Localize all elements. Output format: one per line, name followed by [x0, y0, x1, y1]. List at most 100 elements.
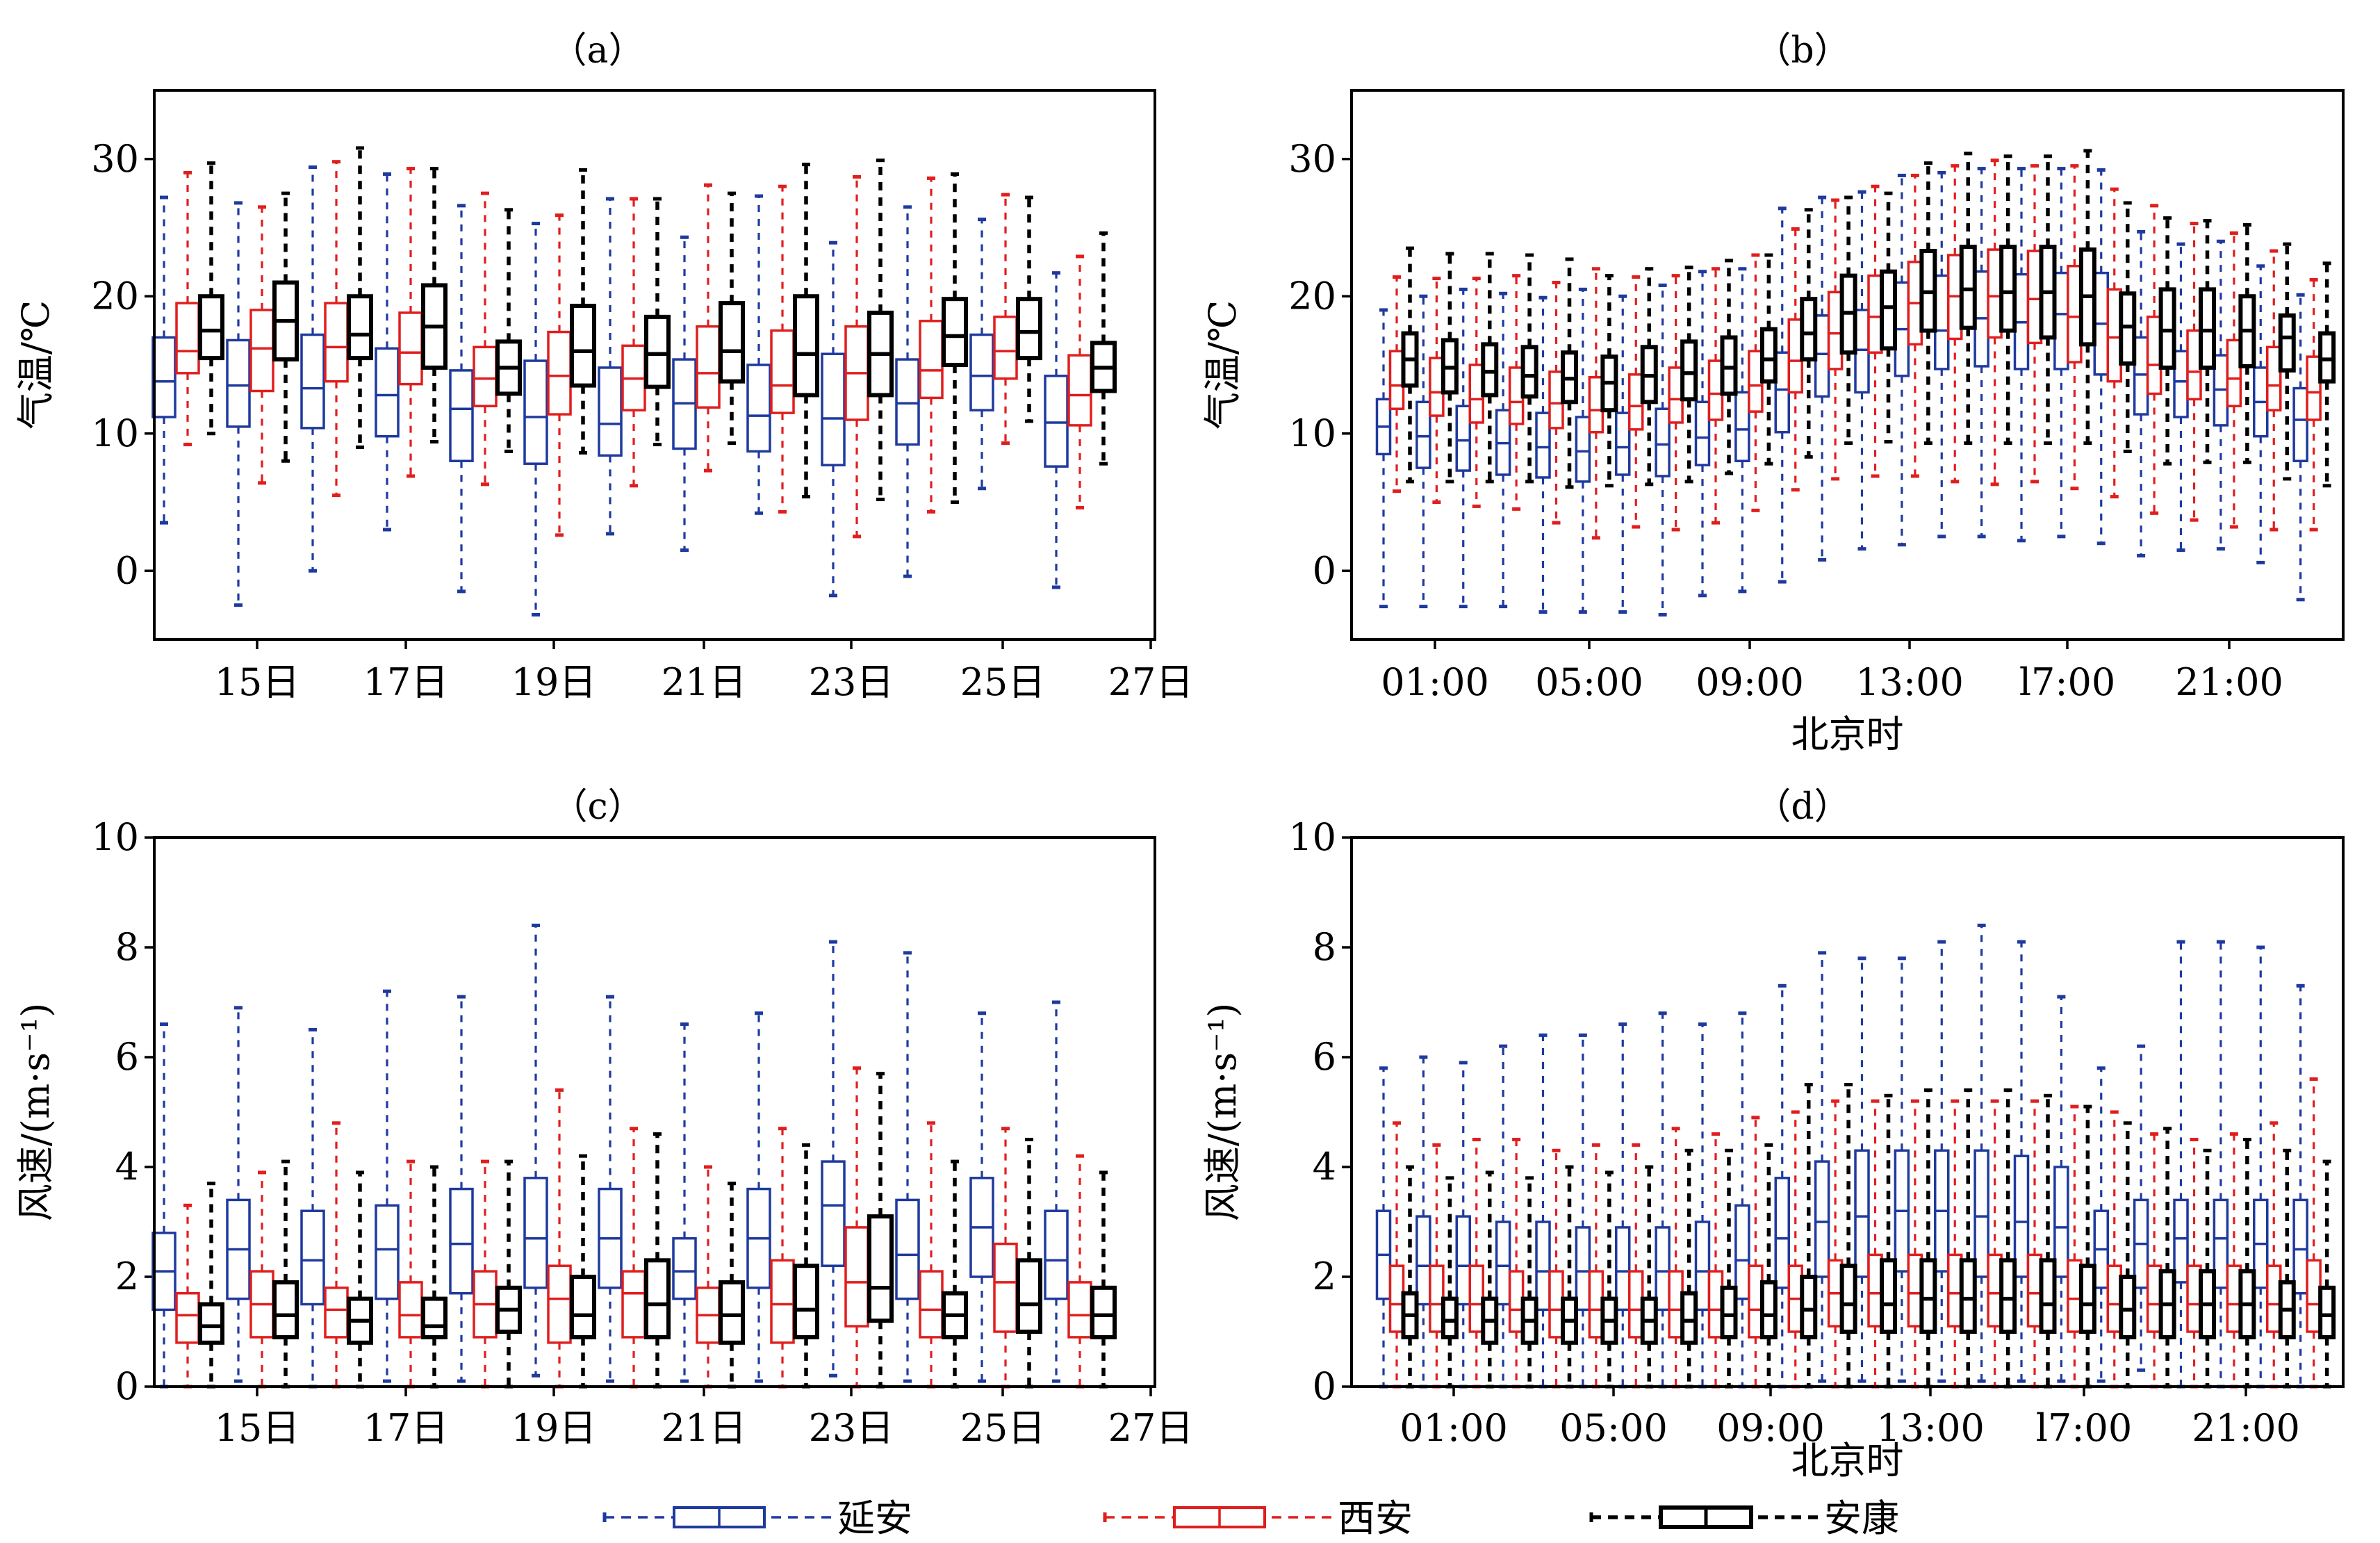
box-iqr	[2173, 350, 2189, 418]
box-iqr	[1680, 1291, 1698, 1345]
box-西安-19	[2146, 1132, 2162, 1389]
box-iqr	[1535, 1220, 1551, 1312]
x-axis-label: 北京时	[1791, 712, 1904, 756]
panel-d: （d） 0 2 4 6 8 10 风速/(m·s⁻¹) 01:00 05:00 09:00 13:00…	[1201, 786, 2345, 1483]
x-tick-label: 05:00	[1559, 1406, 1668, 1450]
x-axis-label: 北京时	[1791, 1439, 1904, 1483]
box-西安-19日	[473, 1159, 498, 1389]
box-延安-06	[1615, 1022, 1631, 1389]
box-安康-15	[1999, 154, 2017, 446]
x-tick-label: 21:00	[2192, 1406, 2300, 1450]
box-iqr	[2266, 345, 2282, 411]
box-延安-21日	[598, 995, 623, 1383]
box-安康-18	[2119, 201, 2137, 453]
x-tick-label: 15日	[215, 1406, 300, 1450]
box-iqr	[1999, 1258, 2017, 1334]
box-西安-17日	[324, 1121, 349, 1389]
box-延安-08	[1694, 270, 1711, 598]
box-iqr	[2213, 1198, 2229, 1289]
box-iqr	[547, 330, 572, 416]
box-延安-19日	[449, 204, 474, 594]
box-西安-22	[2266, 1121, 2282, 1389]
box-延安-20	[2173, 242, 2189, 553]
box-西安-18日	[398, 1159, 423, 1389]
box-延安-23	[2292, 983, 2308, 1389]
box-延安-03	[1495, 1044, 1511, 1389]
box-iqr	[300, 1209, 325, 1306]
x-tick-label: 13:00	[1855, 660, 1964, 704]
x-tick-label: 01:00	[1400, 1406, 1508, 1450]
box-西安-20日	[547, 213, 572, 537]
box-西安-08	[1707, 1132, 1724, 1389]
box-延安-02	[1455, 287, 1471, 609]
box-西安-20	[2186, 1138, 2202, 1389]
box-西安-20日	[547, 1088, 572, 1389]
box-延安-01	[1415, 1055, 1431, 1389]
box-安康-07	[1680, 1148, 1698, 1389]
box-西安-27日	[1067, 254, 1092, 509]
box-安康-21日	[644, 1132, 671, 1389]
box-西安-06	[1628, 1143, 1644, 1389]
panel-b: （b） 0 10 20 30 气温/℃ 01:00 05:00 09:00 13:00 l7:00 2…	[1201, 30, 2345, 756]
box-延安-18日	[375, 989, 400, 1383]
box-西安-22日	[696, 183, 721, 473]
box-iqr	[1774, 351, 1790, 434]
box-安康-23日	[793, 163, 819, 499]
box-延安-17	[2053, 167, 2069, 539]
box-西安-25日	[919, 176, 944, 514]
box-西安-07	[1668, 274, 1684, 532]
x-tick-label: 09:00	[1696, 660, 1804, 704]
box-iqr	[249, 309, 274, 393]
box-安康-11	[1839, 1083, 1857, 1389]
box-iqr	[473, 345, 498, 408]
box-iqr	[347, 294, 373, 361]
x-tick-label: 25日	[960, 1406, 1046, 1450]
box-安康-22	[2278, 1148, 2296, 1389]
box-延安-27日	[1044, 1000, 1069, 1383]
box-iqr	[1575, 416, 1591, 483]
box-iqr	[398, 311, 423, 386]
box-iqr	[1734, 391, 1750, 462]
y-tick-label: 2	[1313, 1255, 1336, 1298]
box-西安-05	[1588, 1143, 1605, 1389]
box-安康-25日	[942, 172, 968, 504]
box-西安-09	[1748, 253, 1764, 512]
box-安康-20	[2199, 219, 2216, 464]
box-西安-02	[1468, 1138, 1484, 1389]
box-延安-17日	[300, 1028, 325, 1389]
box-iqr	[1999, 245, 2017, 333]
x-tick-label: 01:00	[1381, 660, 1489, 704]
box-安康-01	[1441, 252, 1459, 484]
box-iqr	[151, 336, 177, 418]
box-安康-16日	[272, 1159, 299, 1389]
box-安康-08	[1720, 1148, 1738, 1389]
box-iqr	[793, 294, 819, 398]
box-安康-23	[2318, 1159, 2336, 1389]
box-iqr	[1800, 297, 1818, 362]
box-iqr	[421, 1296, 448, 1339]
box-安康-05	[1600, 1170, 1618, 1389]
box-延安-18	[2093, 1066, 2109, 1383]
box-iqr	[272, 1280, 299, 1339]
box-延安-25日	[895, 951, 920, 1383]
box-iqr	[449, 1187, 474, 1295]
y-tick-label: 10	[91, 815, 139, 859]
box-延安-16	[2013, 167, 2030, 543]
x-tick-label: 25日	[960, 660, 1046, 704]
box-安康-16日	[272, 191, 299, 463]
y-tick-label: 4	[115, 1145, 139, 1189]
box-iqr	[1016, 1258, 1042, 1334]
legend: 延安 西安 安康	[602, 1496, 1899, 1540]
box-iqr	[523, 359, 548, 465]
box-西安-01	[1429, 1143, 1445, 1389]
box-iqr	[1759, 327, 1778, 384]
box-延安-06	[1615, 294, 1631, 614]
box-延安-09	[1734, 267, 1750, 594]
box-iqr	[746, 364, 771, 453]
box-延安-19	[2133, 229, 2149, 558]
box-安康-24日	[867, 158, 894, 502]
box-iqr	[324, 302, 349, 383]
box-iqr	[226, 338, 251, 428]
box-延安-20	[2173, 940, 2189, 1389]
box-安康-13	[1919, 1088, 1937, 1389]
